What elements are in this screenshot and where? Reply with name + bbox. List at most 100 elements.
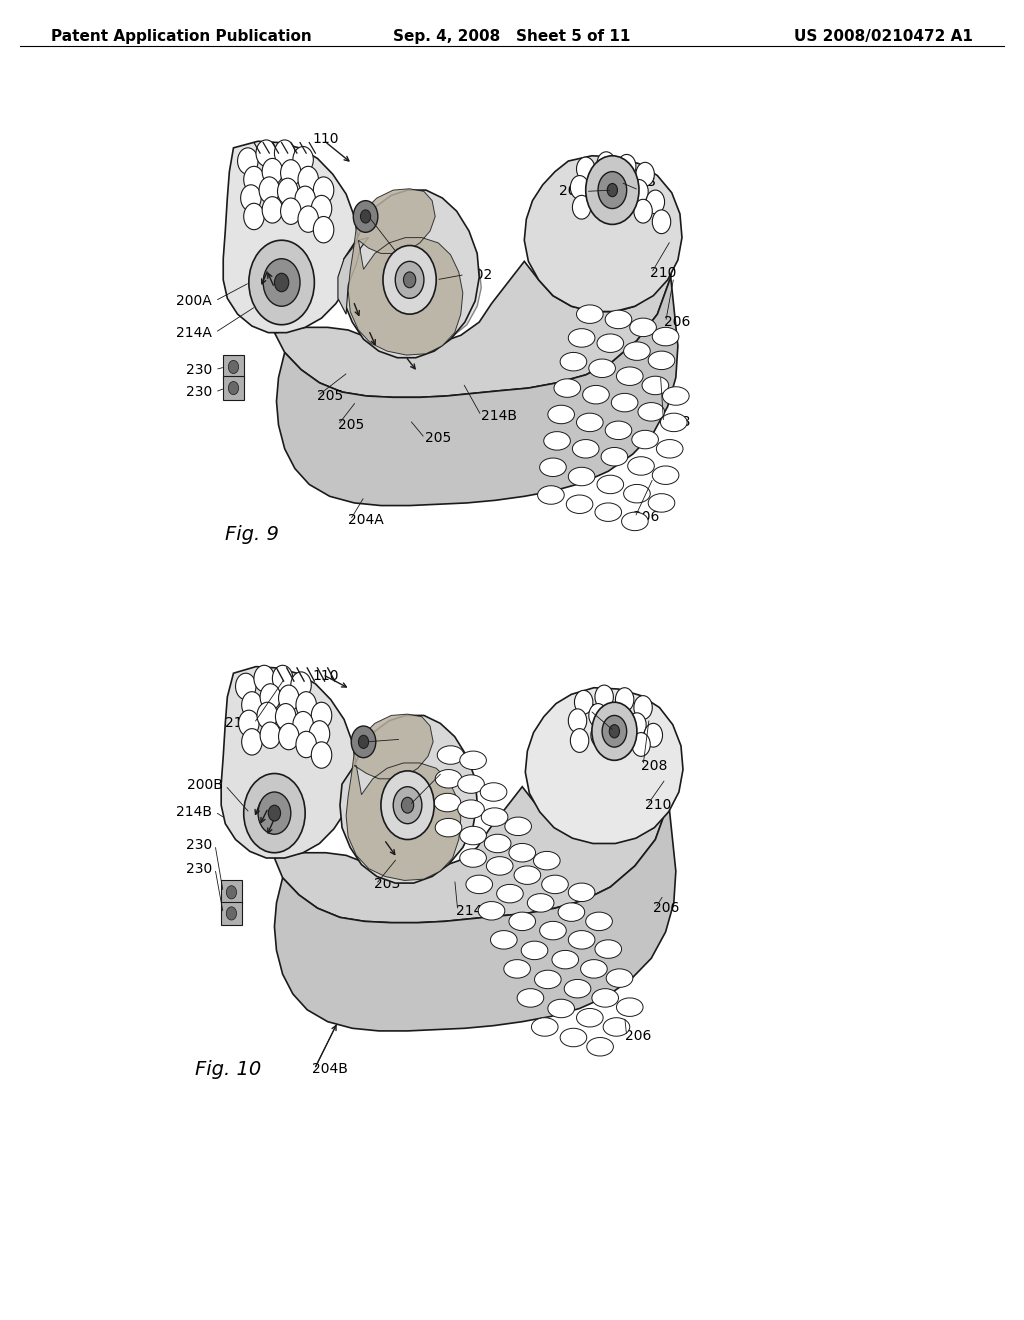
- Circle shape: [609, 725, 620, 738]
- Ellipse shape: [595, 503, 622, 521]
- Polygon shape: [274, 214, 680, 397]
- Ellipse shape: [478, 902, 505, 920]
- Ellipse shape: [435, 770, 462, 788]
- Ellipse shape: [505, 817, 531, 836]
- Polygon shape: [274, 739, 678, 923]
- Circle shape: [279, 685, 299, 711]
- Circle shape: [570, 729, 589, 752]
- Circle shape: [275, 704, 296, 730]
- Circle shape: [646, 190, 665, 214]
- Text: 212: 212: [224, 717, 251, 730]
- Circle shape: [238, 148, 258, 174]
- Circle shape: [353, 201, 378, 232]
- Text: Patent Application Publication: Patent Application Publication: [51, 29, 312, 44]
- Ellipse shape: [497, 884, 523, 903]
- Circle shape: [628, 713, 646, 737]
- Text: 206: 206: [625, 1030, 651, 1043]
- Polygon shape: [221, 667, 356, 858]
- Text: 200B: 200B: [620, 176, 655, 189]
- Polygon shape: [223, 355, 244, 379]
- Polygon shape: [223, 141, 358, 333]
- Circle shape: [351, 726, 376, 758]
- Circle shape: [589, 704, 607, 727]
- Ellipse shape: [592, 989, 618, 1007]
- Ellipse shape: [568, 467, 595, 486]
- Circle shape: [296, 692, 316, 718]
- Circle shape: [254, 665, 274, 692]
- Circle shape: [572, 195, 591, 219]
- Circle shape: [249, 240, 314, 325]
- Text: 204A: 204A: [348, 513, 384, 527]
- Ellipse shape: [460, 826, 486, 845]
- Circle shape: [313, 177, 334, 203]
- Ellipse shape: [531, 1018, 558, 1036]
- Circle shape: [313, 216, 334, 243]
- Circle shape: [293, 711, 313, 738]
- Circle shape: [296, 731, 316, 758]
- Ellipse shape: [595, 940, 622, 958]
- Text: 202: 202: [440, 766, 467, 779]
- Circle shape: [256, 140, 276, 166]
- Ellipse shape: [642, 376, 669, 395]
- Ellipse shape: [586, 912, 612, 931]
- Ellipse shape: [490, 931, 517, 949]
- Ellipse shape: [603, 1018, 630, 1036]
- Polygon shape: [342, 190, 479, 358]
- Ellipse shape: [606, 969, 633, 987]
- Ellipse shape: [517, 989, 544, 1007]
- Ellipse shape: [435, 818, 462, 837]
- Ellipse shape: [521, 941, 548, 960]
- Text: 202: 202: [466, 268, 493, 281]
- Text: 230: 230: [185, 363, 212, 376]
- Text: 200A: 200A: [589, 704, 625, 717]
- Circle shape: [595, 685, 613, 709]
- Circle shape: [228, 381, 239, 395]
- Circle shape: [609, 706, 628, 730]
- Text: Sep. 4, 2008   Sheet 5 of 11: Sep. 4, 2008 Sheet 5 of 11: [393, 29, 631, 44]
- Ellipse shape: [597, 334, 624, 352]
- Ellipse shape: [466, 875, 493, 894]
- Ellipse shape: [548, 999, 574, 1018]
- Circle shape: [586, 156, 639, 224]
- Ellipse shape: [638, 403, 665, 421]
- Text: 110: 110: [312, 669, 339, 682]
- Ellipse shape: [652, 327, 679, 346]
- Circle shape: [291, 672, 311, 698]
- Circle shape: [607, 183, 617, 197]
- Ellipse shape: [558, 903, 585, 921]
- Circle shape: [602, 715, 627, 747]
- Ellipse shape: [589, 359, 615, 378]
- Polygon shape: [346, 714, 461, 880]
- Ellipse shape: [605, 421, 632, 440]
- Ellipse shape: [486, 857, 513, 875]
- Circle shape: [311, 742, 332, 768]
- Ellipse shape: [514, 866, 541, 884]
- Circle shape: [593, 190, 611, 214]
- Circle shape: [383, 246, 436, 314]
- Ellipse shape: [504, 960, 530, 978]
- Ellipse shape: [552, 950, 579, 969]
- Text: 214B: 214B: [176, 805, 212, 818]
- Circle shape: [381, 771, 434, 840]
- Circle shape: [358, 735, 369, 748]
- Ellipse shape: [568, 329, 595, 347]
- Text: 200A: 200A: [176, 294, 212, 308]
- Circle shape: [242, 692, 262, 718]
- Ellipse shape: [460, 849, 486, 867]
- Circle shape: [636, 162, 654, 186]
- Circle shape: [279, 723, 299, 750]
- Circle shape: [577, 157, 595, 181]
- Ellipse shape: [437, 746, 464, 764]
- Circle shape: [262, 158, 283, 185]
- Ellipse shape: [460, 751, 486, 770]
- Ellipse shape: [597, 475, 624, 494]
- Circle shape: [568, 709, 587, 733]
- Circle shape: [632, 733, 650, 756]
- Polygon shape: [348, 189, 463, 355]
- Polygon shape: [524, 156, 682, 312]
- Circle shape: [298, 166, 318, 193]
- Text: 208: 208: [559, 185, 586, 198]
- Circle shape: [630, 180, 648, 203]
- Circle shape: [258, 792, 291, 834]
- Circle shape: [611, 173, 630, 197]
